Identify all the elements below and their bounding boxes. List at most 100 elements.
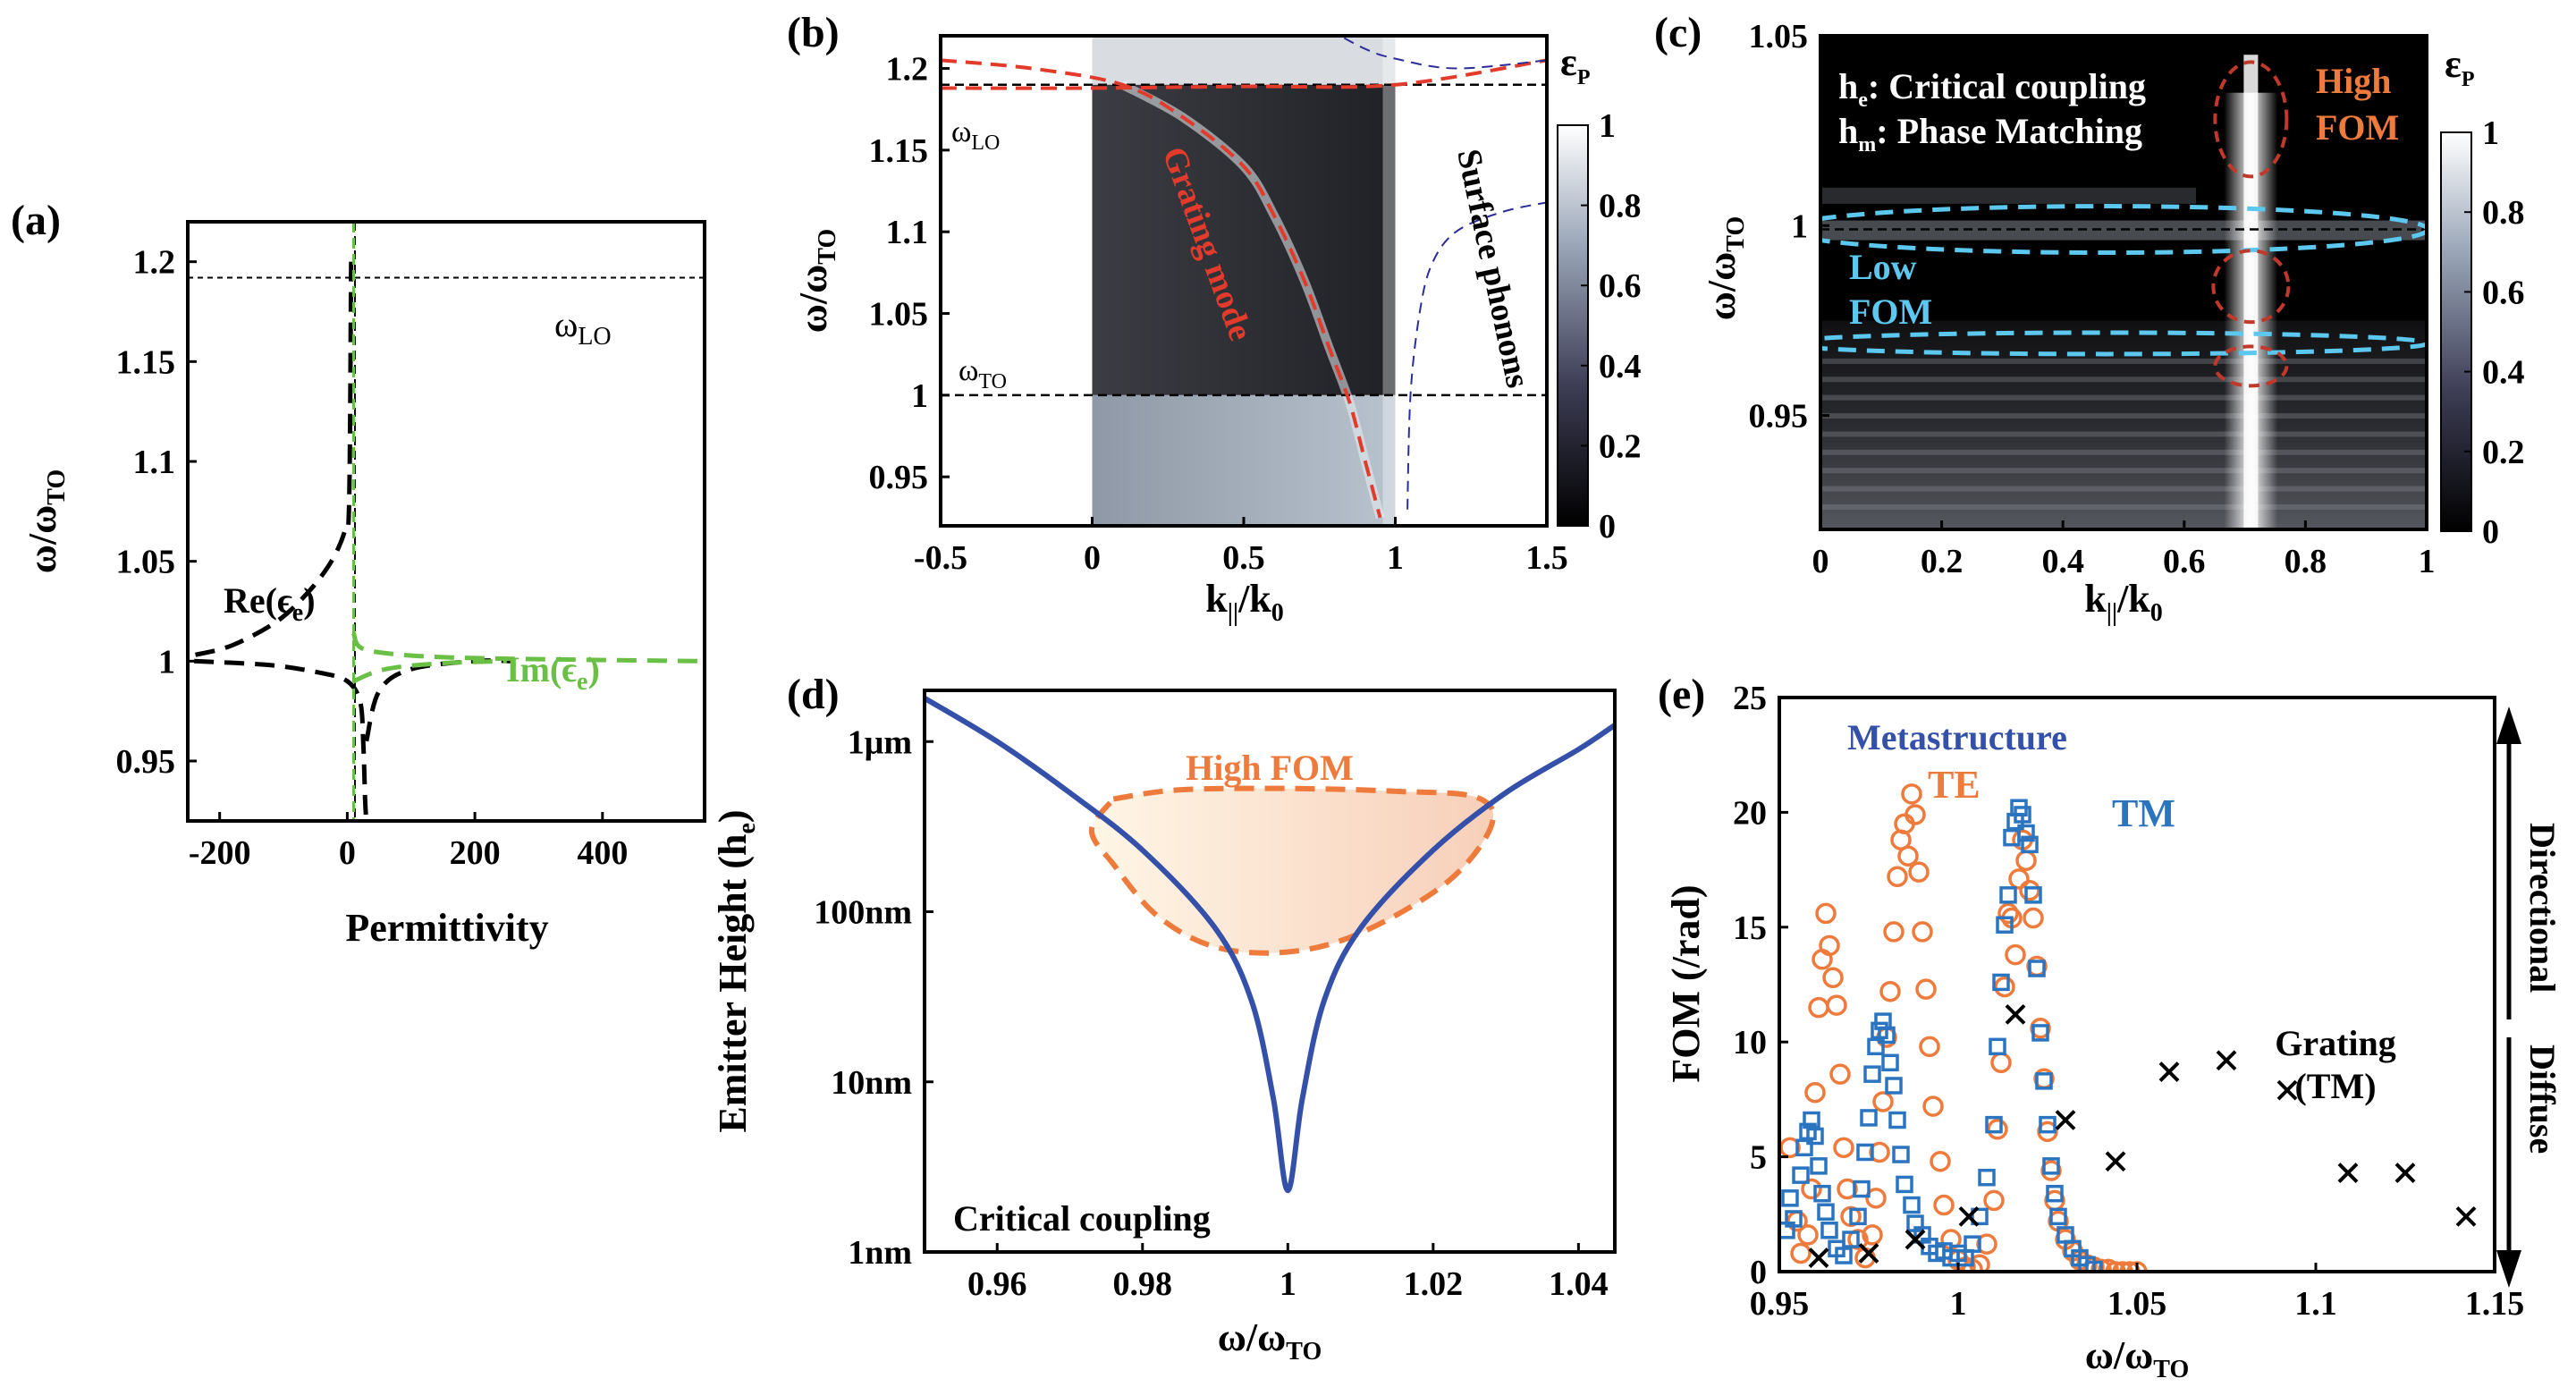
e-te-point bbox=[2105, 1261, 2126, 1272]
e-tm-point bbox=[1867, 1037, 1885, 1056]
e-grating-point-stroke bbox=[1808, 1247, 1829, 1269]
b-surface-top-curve bbox=[1338, 36, 1547, 70]
e-grating-point bbox=[2276, 1079, 2298, 1101]
a-ytick-label: 1.1 bbox=[133, 444, 176, 481]
a-ylabel: ω/ωTO bbox=[21, 469, 71, 574]
e-te-point bbox=[1797, 1224, 1819, 1246]
e-grating-point bbox=[2455, 1205, 2477, 1227]
e-tm-point bbox=[2017, 824, 2035, 842]
e-points bbox=[1779, 783, 2477, 1272]
e-grating-point bbox=[2216, 1050, 2237, 1071]
e-te-point bbox=[2030, 1018, 2051, 1039]
e-tm-point bbox=[1989, 1037, 2006, 1056]
e-tm-point bbox=[1856, 1143, 1874, 1162]
e-tm-point bbox=[2042, 1157, 2060, 1175]
c-low-fom-ellipse-2 bbox=[1820, 330, 2427, 357]
panel-a-plot bbox=[188, 222, 705, 821]
d-critical-label: Critical coupling bbox=[953, 1198, 1211, 1239]
a-im-label: Im(ϵe) bbox=[506, 649, 600, 696]
a-xtick-label: -200 bbox=[189, 834, 251, 872]
e-grating-point-stroke bbox=[2216, 1050, 2237, 1071]
e-yticks: 0 5 10 15 20 25 bbox=[1733, 680, 1788, 1291]
e-te-point bbox=[1837, 1178, 1858, 1200]
a-xtick-label: 400 bbox=[577, 834, 628, 872]
c-heat-band-stripe bbox=[1820, 468, 2427, 474]
c-colorbar-ticks: 0 0.2 0.4 0.6 0.8 1 bbox=[2464, 114, 2525, 551]
c-xtick-label: 1 bbox=[2419, 543, 2436, 580]
c-cb-tick-label: 0.6 bbox=[2482, 274, 2525, 311]
e-grating-point-stroke bbox=[2055, 1110, 2076, 1130]
c-high-fom-ellipse-3 bbox=[2213, 344, 2289, 388]
b-ylabel: ω/ωTO bbox=[791, 229, 841, 334]
c-heat-band-stripe bbox=[1820, 449, 2427, 455]
e-tm-point bbox=[1842, 1231, 1860, 1248]
b-yticks: 0.95 1 1.05 1.1 1.15 1.2 bbox=[869, 51, 950, 496]
panel-label-b: (b) bbox=[787, 9, 840, 56]
e-grating-point-stroke bbox=[2394, 1163, 2416, 1183]
e-te-point bbox=[1862, 1224, 1883, 1246]
e-te-point bbox=[1976, 1233, 1997, 1255]
c-cb-tick-label: 0.2 bbox=[2482, 434, 2525, 471]
e-te-point bbox=[1801, 1178, 1822, 1200]
b-heat-mid-band bbox=[1092, 84, 1396, 395]
b-wto-label: ωTO bbox=[959, 354, 1007, 393]
e-tm-point bbox=[1785, 1210, 1803, 1228]
e-tm-point bbox=[1817, 1203, 1835, 1221]
e-te-point bbox=[2119, 1261, 2141, 1272]
b-cb-tick-label: 0.2 bbox=[1599, 427, 1642, 465]
e-te-point bbox=[1983, 1189, 2005, 1212]
d-ytick-label: 1nm bbox=[848, 1234, 912, 1272]
b-wlo-label: ωLO bbox=[951, 115, 1000, 155]
e-tm-point bbox=[1795, 1138, 1813, 1157]
e-grating-point-stroke bbox=[2105, 1151, 2126, 1172]
e-grating-point bbox=[2105, 1151, 2126, 1172]
e-te-point bbox=[1990, 1052, 2012, 1074]
b-colorbar bbox=[1557, 124, 1589, 527]
e-directional-arrowhead bbox=[2496, 706, 2521, 744]
a-ytick-label: 0.95 bbox=[116, 743, 176, 781]
e-grating-point bbox=[2055, 1110, 2076, 1130]
a-series-1 bbox=[193, 658, 369, 821]
a-ytick-label: 1.2 bbox=[133, 244, 176, 282]
e-te-point bbox=[1819, 935, 1840, 957]
e-te-point bbox=[1987, 1119, 2008, 1140]
e-ytick-label: 5 bbox=[1750, 1139, 1767, 1177]
e-tm-point bbox=[1892, 1146, 1910, 1163]
e-tm-point bbox=[1903, 1196, 1921, 1214]
e-grating-point bbox=[2005, 1003, 2026, 1025]
e-tm-point bbox=[2035, 1072, 2053, 1090]
d-xtick-label: 0.98 bbox=[1113, 1265, 1173, 1303]
d-xlabel: ω/ωTO bbox=[1218, 1315, 1322, 1366]
e-te-point bbox=[2008, 868, 2030, 890]
c-xtick-label: 0 bbox=[1812, 543, 1829, 580]
e-grating-point bbox=[2394, 1163, 2416, 1183]
e-xticks: 0.95 1 1.05 1.1 1.15 bbox=[1750, 1263, 2524, 1323]
b-xlabel: k||/k0 bbox=[1205, 577, 1284, 627]
e-tm-point bbox=[1860, 1109, 1878, 1127]
e-tm-point bbox=[1964, 1235, 1981, 1253]
c-ytick-label: 0.95 bbox=[1749, 398, 1809, 436]
c-high-label: High bbox=[2316, 61, 2391, 101]
e-xtick-label: 1.1 bbox=[2294, 1285, 2337, 1323]
e-te-point bbox=[2019, 879, 2040, 901]
c-cb-tick-label: 0.4 bbox=[2482, 354, 2525, 392]
panel-b-plot bbox=[941, 36, 1547, 526]
c-he-label: he: Critical coupling bbox=[1838, 66, 2146, 112]
panel-e-plot bbox=[1779, 783, 2477, 1272]
c-high-fom-ellipse-1 bbox=[2213, 60, 2289, 179]
a-wlo-label: ωLO bbox=[554, 304, 612, 351]
e-grating-label: Grating bbox=[2275, 1023, 2396, 1063]
a-xtick-label: 0 bbox=[339, 834, 356, 872]
c-heat-band-stripe bbox=[1820, 394, 2427, 401]
d-xtick-label: 1.04 bbox=[1549, 1265, 1609, 1303]
c-xtick-label: 0.2 bbox=[1921, 543, 1964, 580]
c-colorbar-title: εP bbox=[2445, 42, 2474, 91]
d-xtick-label: 1 bbox=[1280, 1265, 1296, 1303]
e-te-point bbox=[2005, 943, 2026, 966]
b-grating-curve bbox=[941, 58, 1382, 519]
b-xtick-label: 0 bbox=[1084, 539, 1101, 577]
e-te-point bbox=[2112, 1261, 2133, 1272]
c-ytick-label: 1 bbox=[1791, 207, 1808, 245]
e-te-point bbox=[1997, 902, 2019, 925]
